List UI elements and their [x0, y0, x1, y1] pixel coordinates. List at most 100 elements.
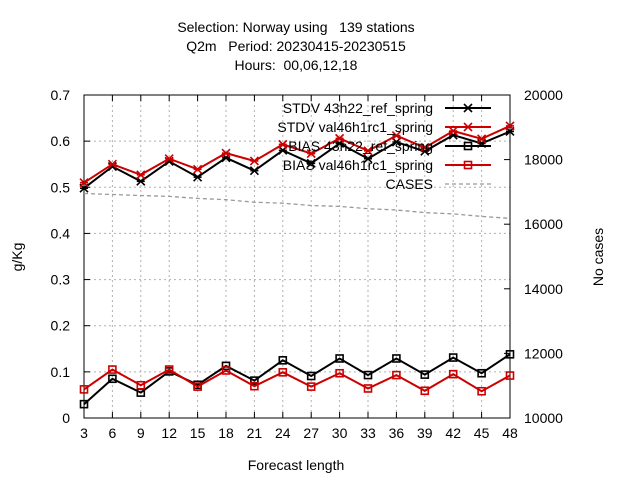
data-point-stroke: [306, 149, 316, 159]
series-1: [79, 121, 515, 188]
data-point: [306, 149, 316, 159]
series-2: [79, 350, 515, 409]
data-point: [335, 354, 344, 363]
data-point-stroke: [107, 159, 117, 169]
series-line: [83, 124, 511, 184]
data-point: [463, 141, 473, 151]
data-point: [108, 374, 117, 384]
series-4: [83, 192, 511, 220]
data-point: [164, 154, 174, 164]
series-line: [83, 192, 511, 220]
data-point: [477, 134, 487, 144]
data-point: [79, 178, 89, 188]
y2-tick-label: 18000: [524, 152, 563, 168]
data-point: [164, 365, 174, 374]
x-tick-label: 30: [332, 425, 348, 441]
x-tick-label: 12: [161, 425, 177, 441]
y2-tick-label: 10000: [524, 410, 563, 426]
legend-label: CASES: [386, 176, 433, 192]
data-point: [221, 148, 231, 158]
data-point: [193, 164, 203, 174]
legend-label: STDV val46h1rc1_spring: [277, 119, 433, 135]
data-point: [306, 382, 316, 391]
data-point: [79, 399, 89, 409]
data-point: [463, 122, 473, 132]
data-point: [249, 156, 259, 166]
data-point-stroke: [477, 134, 487, 144]
y2-tick-label: 16000: [524, 216, 563, 232]
grid: [84, 95, 510, 418]
data-point: [108, 365, 117, 374]
data-point: [278, 368, 288, 377]
data-point-stroke: [335, 133, 345, 143]
y2-axis-label: No cases: [590, 228, 606, 286]
data-point-stroke: [505, 121, 515, 131]
series-layer: [79, 121, 515, 409]
data-point-stroke: [363, 146, 373, 156]
y-tick-label: 0.1: [51, 364, 71, 380]
x-tick-label: 21: [247, 425, 263, 441]
data-point: [250, 376, 259, 385]
ticks: 3 6 9 12 15 18 21 24 27 30 33 36 39 42 45 4800.10.20.30…: [51, 87, 564, 441]
data-point: [363, 370, 373, 380]
data-point: [420, 386, 430, 396]
x-tick-label: 39: [417, 425, 433, 441]
data-point: [278, 356, 288, 365]
data-point: [250, 381, 259, 391]
x-tick-label: 45: [474, 425, 490, 441]
y-tick-label: 0.3: [51, 272, 71, 288]
y2-tick-label: 12000: [524, 345, 563, 361]
data-point: [136, 170, 146, 180]
data-point: [477, 368, 486, 378]
data-point: [505, 121, 515, 131]
data-point-stroke: [420, 143, 430, 153]
y-tick-label: 0.4: [51, 225, 71, 241]
data-point: [505, 350, 515, 359]
series-line: [83, 353, 511, 405]
data-point: [79, 385, 89, 394]
x-tick-label: 18: [218, 425, 234, 441]
x-tick-label: 27: [303, 425, 319, 441]
data-point: [221, 366, 231, 375]
x-tick-label: 3: [80, 425, 88, 441]
data-point: [392, 370, 401, 380]
y-tick-label: 0.2: [51, 318, 71, 334]
y-axis-label: g/Kg: [9, 243, 25, 272]
data-point-stroke: [79, 178, 89, 188]
y-tick-label: 0.5: [51, 179, 71, 195]
data-point: [193, 382, 202, 391]
data-point: [363, 154, 373, 164]
legend-label: BIAS val46h1rc1_spring: [283, 157, 433, 173]
data-point-stroke: [391, 131, 401, 141]
series-line: [83, 368, 511, 393]
x-tick-label: 9: [137, 425, 145, 441]
data-point: [463, 160, 473, 170]
data-point-stroke: [193, 164, 203, 174]
data-point: [477, 386, 486, 396]
series-line: [83, 130, 511, 189]
title-line-1: Selection: Norway using 139 stations: [177, 19, 414, 35]
data-point-stroke: [164, 154, 174, 164]
data-point: [335, 133, 345, 143]
x-tick-label: 6: [109, 425, 117, 441]
legend-label: BIAS 43h22_ref_spring: [288, 138, 433, 154]
x-tick-label: 48: [502, 425, 518, 441]
data-point-stroke: [136, 170, 146, 180]
data-point: [448, 369, 458, 379]
data-point: [363, 146, 373, 156]
y-tick-label: 0.6: [51, 133, 71, 149]
data-point-stroke: [193, 172, 203, 182]
data-point: [448, 353, 458, 362]
series-3: [79, 365, 515, 396]
data-point: [420, 370, 430, 379]
data-point: [505, 371, 515, 380]
data-point: [249, 166, 259, 176]
legend-label: STDV 43h22_ref_spring: [283, 100, 433, 116]
data-point: [306, 158, 316, 168]
data-point: [136, 380, 146, 390]
x-tick-label: 24: [275, 425, 291, 441]
data-point-stroke: [420, 146, 430, 156]
plot-frame: [83, 94, 511, 419]
data-point: [306, 371, 316, 381]
